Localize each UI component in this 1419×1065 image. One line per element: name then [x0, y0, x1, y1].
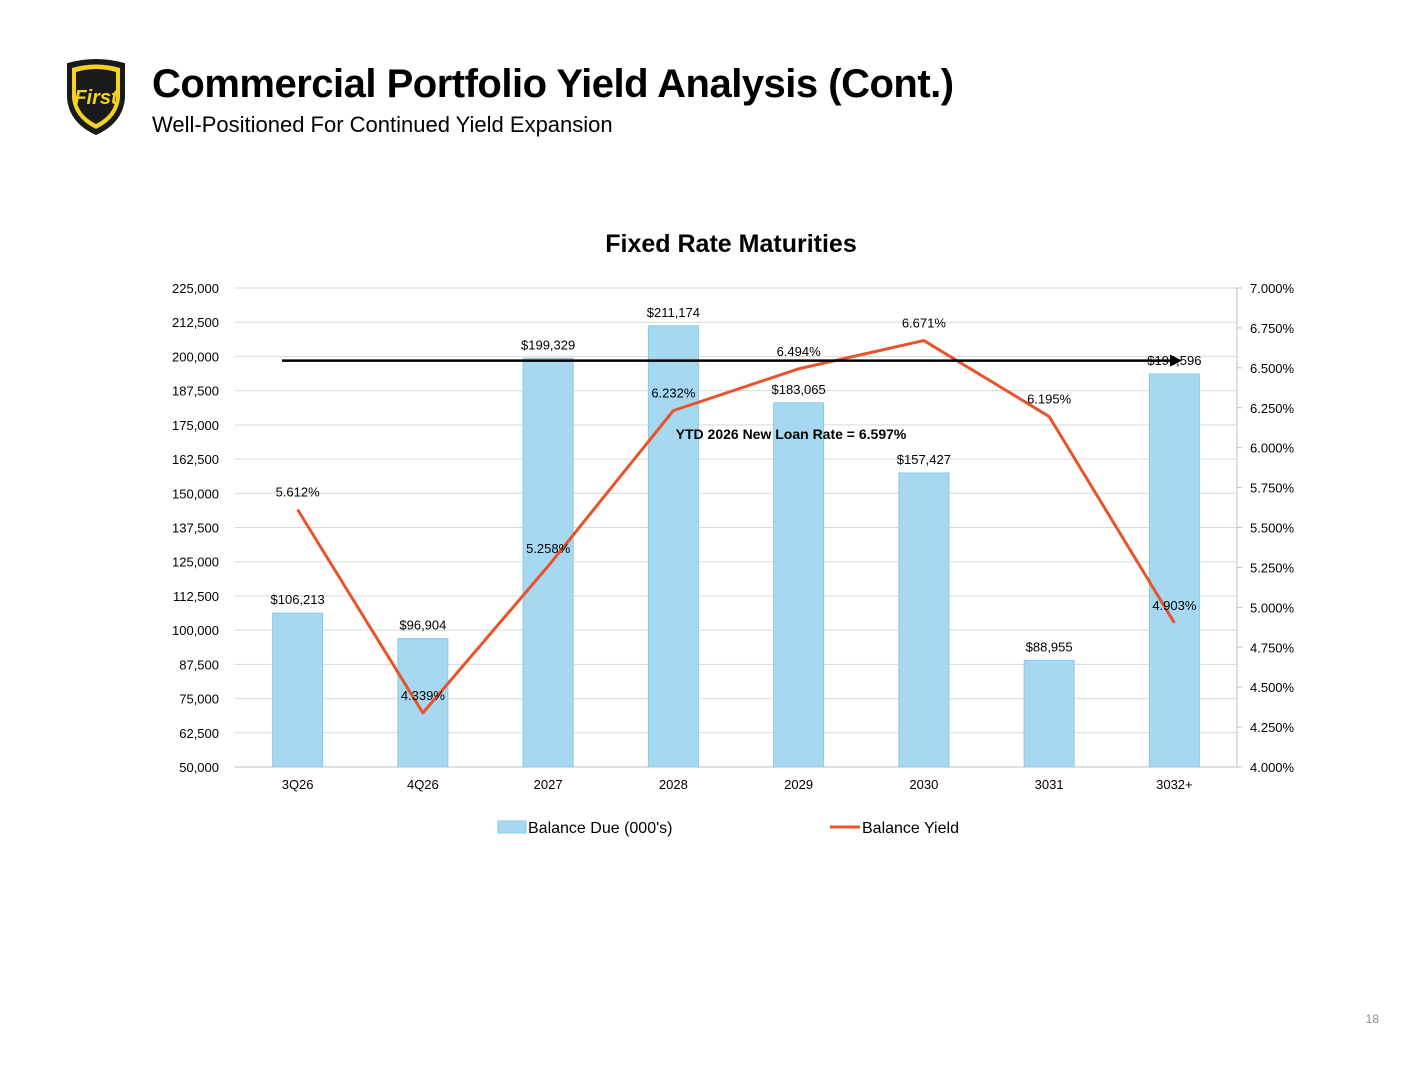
- y2-tick-label: 4.500%: [1250, 680, 1295, 695]
- bar: [773, 402, 825, 768]
- yield-data-label: 5.612%: [276, 485, 321, 500]
- page-title: Commercial Portfolio Yield Analysis (Con…: [152, 62, 954, 106]
- y2-tick-label: 6.250%: [1250, 401, 1295, 416]
- y-tick-label: 212,500: [172, 315, 219, 330]
- y-tick-label: 50,000: [179, 760, 219, 775]
- chart-title: Fixed Rate Maturities: [605, 230, 856, 258]
- x-tick-label: 2028: [659, 777, 688, 792]
- y-tick-label: 62,500: [179, 726, 219, 741]
- bar: [647, 325, 699, 768]
- y-tick-label: 200,000: [172, 349, 219, 364]
- y2-tick-label: 5.500%: [1250, 521, 1295, 536]
- y2-tick-label: 5.750%: [1250, 481, 1295, 496]
- yield-data-label: 5.258%: [526, 541, 571, 556]
- bar: [1023, 659, 1075, 768]
- yield-data-label: 6.494%: [777, 344, 822, 359]
- y-tick-label: 100,000: [172, 623, 219, 638]
- x-tick-label: 2027: [534, 777, 563, 792]
- y2-tick-label: 6.000%: [1250, 441, 1295, 456]
- y2-tick-label: 5.250%: [1250, 560, 1295, 575]
- bar: [1148, 373, 1200, 768]
- legend-label-balance-yield: Balance Yield: [862, 820, 959, 837]
- yield-data-label: 4.339%: [401, 688, 446, 703]
- y-tick-label: 162,500: [172, 452, 219, 467]
- y-tick-label: 150,000: [172, 486, 219, 501]
- bar-data-label: $106,213: [271, 592, 325, 607]
- new-loan-rate-annotation: YTD 2026 New Loan Rate = 6.597%: [676, 426, 907, 442]
- bar-data-label: $211,174: [647, 305, 700, 320]
- y-tick-label: 87,500: [179, 657, 219, 672]
- arrow-head-icon: [1170, 354, 1182, 367]
- y2-tick-label: 4.000%: [1250, 760, 1295, 775]
- logo-text: First: [74, 87, 119, 109]
- y-tick-label: 125,000: [172, 555, 219, 570]
- x-tick-label: 3Q26: [282, 777, 314, 792]
- bar-data-label: $157,427: [897, 452, 951, 467]
- bar: [272, 612, 324, 768]
- yield-data-label: 6.232%: [651, 386, 696, 401]
- page-number: 18: [1365, 1012, 1379, 1026]
- yield-data-label: 6.195%: [1027, 392, 1072, 407]
- first-logo: First: [67, 59, 125, 136]
- bar: [898, 472, 950, 768]
- yield-data-label: 4.903%: [1152, 598, 1197, 613]
- page-subtitle: Well-Positioned For Continued Yield Expa…: [152, 112, 613, 137]
- balance-yield-line: [296, 339, 1176, 715]
- y2-tick-label: 5.000%: [1250, 600, 1295, 615]
- legend-label-balance-due: Balance Due (000's): [528, 820, 672, 837]
- yield-data-label: 6.671%: [902, 316, 947, 331]
- x-tick-label: 4Q26: [407, 777, 439, 792]
- y-tick-label: 225,000: [172, 281, 219, 296]
- y2-tick-label: 4.250%: [1250, 720, 1295, 735]
- x-tick-label: 3031: [1035, 777, 1064, 792]
- y2-tick-label: 7.000%: [1250, 281, 1295, 296]
- bar-data-label: $183,065: [772, 382, 826, 397]
- bar: [522, 357, 574, 768]
- y-tick-label: 175,000: [172, 418, 219, 433]
- x-tick-label: 3032+: [1156, 777, 1193, 792]
- y2-tick-label: 4.750%: [1250, 640, 1295, 655]
- y2-tick-label: 6.750%: [1250, 321, 1295, 336]
- bar-data-label: $88,955: [1026, 639, 1073, 654]
- y-tick-label: 187,500: [172, 384, 219, 399]
- y2-tick-label: 6.500%: [1250, 361, 1295, 376]
- bar: [397, 638, 449, 768]
- x-tick-label: 2030: [909, 777, 938, 792]
- legend-swatch-balance-due: [497, 820, 527, 834]
- y-tick-label: 112,500: [173, 589, 219, 604]
- bar-data-label: $96,904: [399, 618, 446, 633]
- x-tick-label: 2029: [784, 777, 813, 792]
- y-tick-label: 75,000: [179, 692, 219, 707]
- bar-data-label: $199,329: [521, 337, 575, 352]
- y-tick-label: 137,500: [172, 521, 219, 536]
